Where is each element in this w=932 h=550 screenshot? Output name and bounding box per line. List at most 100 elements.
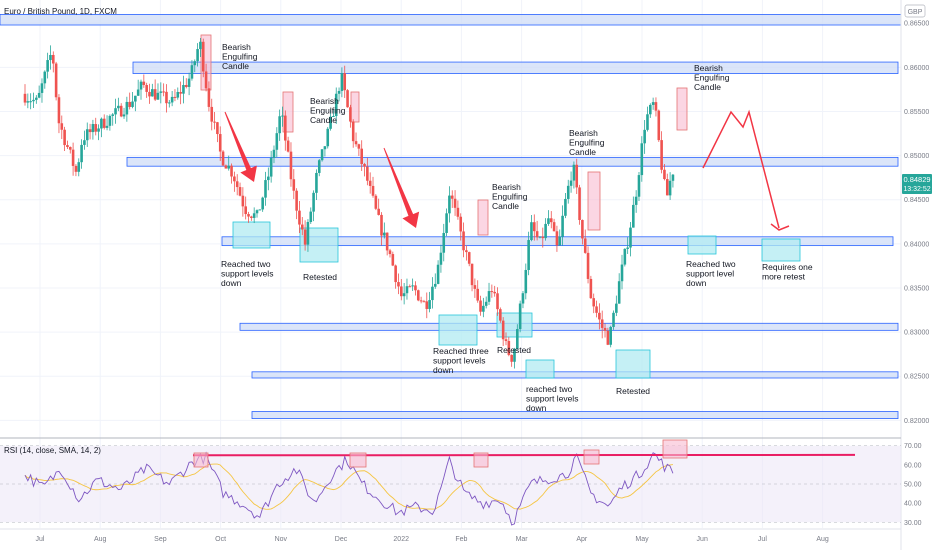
- candle-body: [230, 165, 233, 177]
- time-tick-label: Apr: [576, 536, 588, 543]
- annotation-retested-1: Retested: [303, 272, 337, 282]
- resistance-zones: [0, 14, 902, 419]
- candle-body: [244, 206, 247, 215]
- annotation-reached-two-1: Reached two support levels down: [221, 259, 273, 288]
- currency-badge[interactable]: [904, 4, 926, 18]
- engulfing-highlight[interactable]: [587, 171, 601, 231]
- candle-body: [665, 179, 669, 196]
- support-box[interactable]: [232, 221, 271, 249]
- candle-body: [88, 129, 92, 133]
- down-arrow[interactable]: [383, 147, 420, 228]
- projection-path[interactable]: [702, 109, 780, 229]
- candle-body: [37, 92, 41, 98]
- resistance-zone[interactable]: [251, 411, 899, 419]
- candle-body: [609, 326, 612, 345]
- candle-body: [170, 96, 174, 103]
- time-tick-label: Sep: [154, 536, 167, 543]
- candle-body: [80, 144, 83, 163]
- support-box[interactable]: [761, 238, 801, 262]
- engulfing-highlight[interactable]: [350, 91, 360, 123]
- rsi-peak-highlight[interactable]: [473, 452, 489, 468]
- candle-body: [184, 84, 188, 87]
- candle-body: [312, 192, 315, 212]
- candle-body: [564, 198, 567, 216]
- candle-body: [513, 348, 516, 362]
- candle-body: [448, 195, 451, 214]
- candle-body: [298, 210, 301, 225]
- last-price: 0.84829: [903, 175, 930, 184]
- candle-body: [388, 250, 392, 255]
- candle-body: [235, 181, 239, 188]
- rsi-peak-highlight[interactable]: [193, 452, 209, 468]
- candle-body: [357, 144, 361, 149]
- support-box[interactable]: [525, 359, 555, 379]
- resistance-zone[interactable]: [239, 322, 899, 331]
- engulfing-highlight[interactable]: [676, 87, 688, 131]
- candle-body: [176, 91, 180, 98]
- candle-body: [145, 85, 148, 92]
- candle-body: [385, 232, 389, 251]
- candle-body: [94, 124, 98, 132]
- candle-body: [148, 91, 151, 97]
- candle-body: [419, 300, 423, 302]
- resistance-zone[interactable]: [126, 156, 899, 167]
- candle-body: [671, 174, 675, 181]
- candle-body: [66, 145, 69, 148]
- rsi-peak-highlight[interactable]: [662, 439, 688, 459]
- candle-body: [436, 264, 440, 284]
- annotation-retested-2: Retested: [497, 345, 531, 355]
- candle-body: [456, 207, 460, 217]
- candle-body: [201, 41, 205, 72]
- rsi-peak-highlight[interactable]: [349, 452, 367, 468]
- candle-body: [544, 223, 547, 239]
- candle-body: [77, 162, 81, 172]
- candle-body: [632, 204, 635, 228]
- candle-body: [648, 104, 652, 115]
- candle-body: [111, 114, 115, 116]
- chart-title: Euro / British Pound, 1D, FXCM: [4, 7, 117, 16]
- candle-body: [586, 252, 590, 279]
- candle-body: [490, 291, 494, 293]
- resistance-zone[interactable]: [132, 61, 899, 74]
- candle-body: [267, 176, 270, 181]
- candle-body: [196, 49, 199, 62]
- rsi-sma-line: [24, 463, 673, 510]
- support-box[interactable]: [438, 314, 478, 346]
- candle-body: [23, 93, 27, 103]
- support-box[interactable]: [615, 349, 651, 379]
- candle-body: [462, 231, 465, 251]
- time-tick-label: Feb: [455, 536, 467, 543]
- candle-body: [71, 149, 75, 166]
- engulfing-highlight[interactable]: [282, 91, 294, 133]
- candle-body: [425, 301, 429, 309]
- candle-body: [323, 146, 327, 150]
- price-tick-label: 0.82500: [904, 374, 929, 381]
- candle-body: [572, 164, 576, 181]
- candle-body: [646, 114, 649, 130]
- down-arrow[interactable]: [224, 111, 257, 182]
- rsi-tick-label: 50.00: [904, 482, 922, 489]
- candle-body: [193, 61, 197, 66]
- time-tick-label: Oct: [215, 536, 226, 543]
- currency-label: GBP: [908, 9, 923, 16]
- candle-body: [402, 293, 406, 297]
- rsi-tick-label: 30.00: [904, 520, 922, 527]
- resistance-zone[interactable]: [251, 371, 899, 379]
- rsi-label: RSI (14, close, SMA, 14, 2): [4, 446, 101, 455]
- candle-body: [334, 93, 338, 117]
- price-tick-label: 0.83500: [904, 285, 929, 292]
- resistance-zone[interactable]: [0, 14, 902, 26]
- support-box[interactable]: [687, 235, 717, 255]
- candle-body: [414, 285, 417, 291]
- candle-body: [411, 285, 414, 287]
- candle-body: [538, 236, 542, 238]
- candle-body: [629, 227, 632, 248]
- candle-body: [578, 187, 581, 220]
- rsi-peak-highlight[interactable]: [583, 449, 600, 465]
- engulfing-highlight[interactable]: [477, 199, 489, 236]
- candle-body: [210, 106, 214, 122]
- candle-body: [499, 309, 502, 321]
- candle-body: [309, 211, 313, 222]
- price-tick-label: 0.84000: [904, 241, 929, 248]
